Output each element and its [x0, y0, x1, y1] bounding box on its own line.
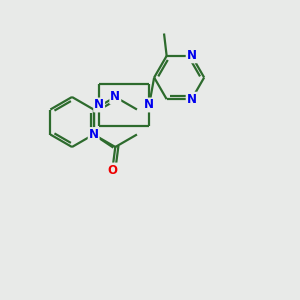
Text: O: O: [107, 164, 117, 176]
Text: N: N: [144, 98, 154, 112]
Text: N: N: [110, 91, 120, 103]
Text: N: N: [89, 128, 99, 141]
Text: N: N: [187, 93, 197, 106]
Text: N: N: [94, 98, 104, 112]
Text: N: N: [187, 49, 197, 62]
